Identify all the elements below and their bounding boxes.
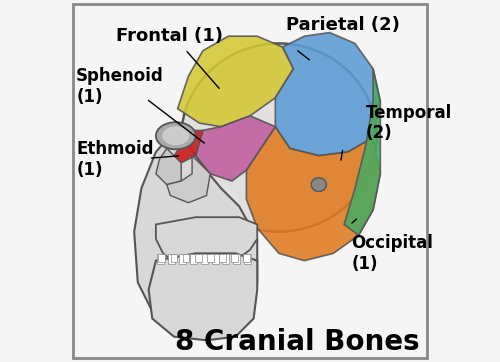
FancyBboxPatch shape xyxy=(158,254,166,262)
Polygon shape xyxy=(134,127,257,337)
Ellipse shape xyxy=(162,126,190,145)
FancyBboxPatch shape xyxy=(194,254,202,262)
FancyBboxPatch shape xyxy=(168,254,175,264)
FancyBboxPatch shape xyxy=(222,254,230,264)
FancyBboxPatch shape xyxy=(182,254,190,262)
Polygon shape xyxy=(174,130,203,163)
FancyBboxPatch shape xyxy=(243,254,250,262)
FancyBboxPatch shape xyxy=(190,254,197,264)
FancyBboxPatch shape xyxy=(207,254,214,262)
Text: Temporal
(2): Temporal (2) xyxy=(366,104,452,143)
FancyBboxPatch shape xyxy=(179,254,186,264)
Polygon shape xyxy=(166,156,210,203)
FancyBboxPatch shape xyxy=(231,254,238,262)
Text: Ethmoid
(1): Ethmoid (1) xyxy=(76,140,154,179)
Text: Sphenoid
(1): Sphenoid (1) xyxy=(76,67,164,106)
FancyBboxPatch shape xyxy=(212,254,218,264)
Polygon shape xyxy=(156,217,257,264)
Ellipse shape xyxy=(156,122,196,150)
Text: Occipital
(1): Occipital (1) xyxy=(352,234,433,273)
Text: Parietal (2): Parietal (2) xyxy=(286,16,400,34)
FancyBboxPatch shape xyxy=(244,254,251,264)
FancyBboxPatch shape xyxy=(170,254,177,262)
Polygon shape xyxy=(178,36,294,127)
Polygon shape xyxy=(276,33,380,156)
Text: 8 Cranial Bones: 8 Cranial Bones xyxy=(174,328,420,356)
FancyBboxPatch shape xyxy=(201,254,207,264)
Polygon shape xyxy=(344,69,381,235)
Ellipse shape xyxy=(181,43,376,232)
Polygon shape xyxy=(246,127,380,261)
Ellipse shape xyxy=(311,178,326,191)
Text: Frontal (1): Frontal (1) xyxy=(116,27,223,45)
Polygon shape xyxy=(148,253,257,340)
FancyBboxPatch shape xyxy=(234,254,240,264)
FancyBboxPatch shape xyxy=(219,254,226,262)
Polygon shape xyxy=(156,148,181,185)
Polygon shape xyxy=(196,116,276,181)
FancyBboxPatch shape xyxy=(158,254,164,264)
